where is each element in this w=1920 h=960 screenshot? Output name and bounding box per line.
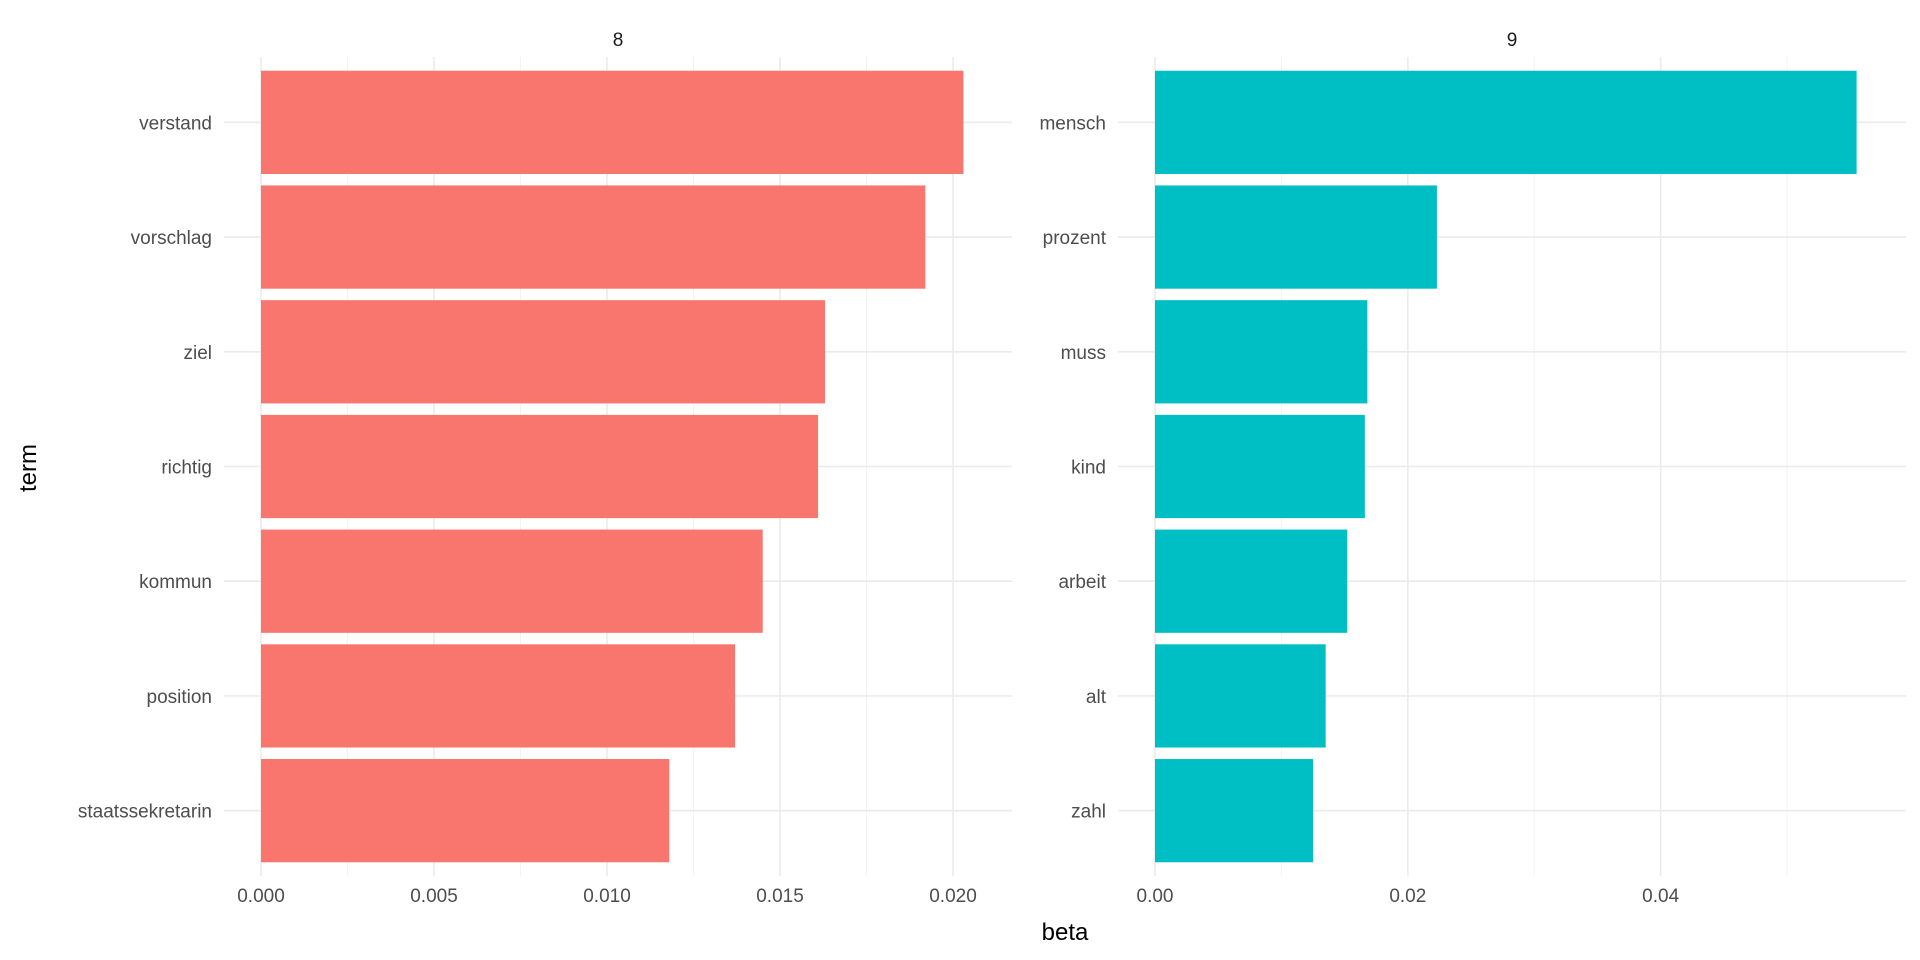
x-tick-label: 0.005: [410, 886, 458, 907]
y-tick-label: mensch: [1039, 113, 1106, 134]
bar-kind: [1155, 414, 1365, 519]
bar-position: [261, 644, 736, 748]
y-tick-label: verstand: [139, 113, 212, 134]
bar-staatssekretarin: [261, 759, 670, 863]
y-tick-label: staatssekretarin: [78, 802, 212, 823]
bar-vorschlag: [261, 185, 926, 289]
x-tick-label: 0.000: [237, 886, 285, 907]
y-tick-label: vorschlag: [131, 228, 212, 249]
y-tick-label: position: [147, 687, 213, 708]
x-tick-label: 0.00: [1137, 886, 1174, 907]
bar-mensch: [1155, 70, 1857, 174]
y-tick-label: prozent: [1043, 228, 1107, 249]
x-tick-label: 0.020: [929, 886, 977, 907]
bar-muss: [1155, 300, 1368, 404]
facet-panel-8: verstand vorschlag ziel richtig kommun positi…: [78, 30, 1012, 907]
x-tick-label: 0.015: [756, 886, 804, 907]
y-tick-label: alt: [1086, 687, 1107, 708]
x-tick-label: 0.04: [1642, 886, 1679, 907]
y-tick-label: zahl: [1071, 802, 1106, 823]
facet-panel-9: mensch prozent muss kind arbeit alt zahl 0.00 0.…: [1039, 30, 1906, 907]
bar-ziel: [261, 300, 825, 404]
x-tick-label: 0.02: [1389, 886, 1426, 907]
y-tick-label: arbeit: [1058, 572, 1106, 593]
bar-arbeit: [1155, 529, 1348, 633]
y-tick-label: kommun: [139, 572, 212, 593]
bar-richtig: [261, 414, 819, 519]
facet-strip-label: 8: [613, 30, 624, 51]
y-tick-label: kind: [1071, 458, 1106, 479]
bar-verstand: [261, 70, 964, 174]
x-axis-title: beta: [1042, 919, 1089, 946]
y-tick-label: muss: [1061, 343, 1106, 364]
bar-prozent: [1155, 185, 1437, 289]
bar-zahl: [1155, 759, 1314, 863]
bar-alt: [1155, 644, 1326, 748]
y-tick-label: ziel: [183, 343, 212, 364]
facet-strip-label: 9: [1507, 30, 1518, 51]
y-axis-title: term: [15, 444, 42, 492]
chart-panels: verstand vorschlag ziel richtig kommun positi…: [78, 30, 1906, 907]
bar-kommun: [261, 529, 763, 633]
x-tick-label: 0.010: [583, 886, 631, 907]
y-tick-label: richtig: [161, 458, 212, 479]
